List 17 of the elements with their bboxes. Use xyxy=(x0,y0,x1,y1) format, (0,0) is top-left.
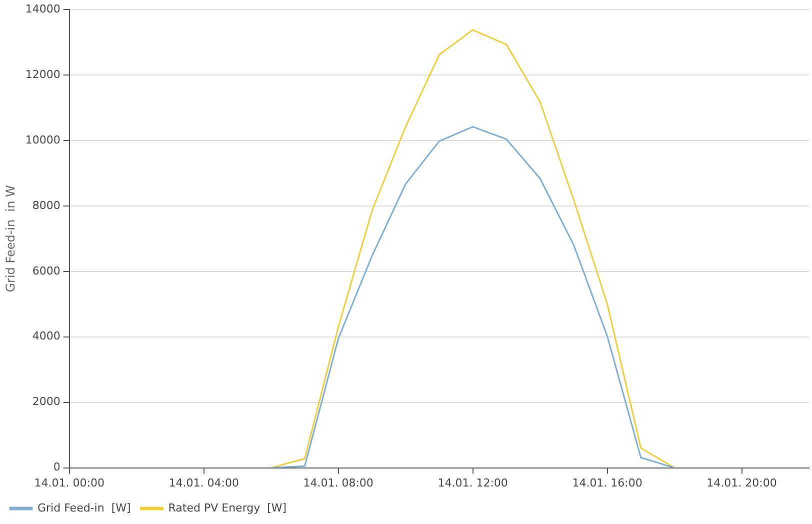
x-tick-label: 14.01. 12:00 xyxy=(438,476,508,490)
y-tick-label: 2000 xyxy=(32,395,60,408)
legend-label: Grid Feed-in [W] xyxy=(38,501,131,514)
y-tick-label: 12000 xyxy=(25,68,60,81)
y-tick-label: 4000 xyxy=(32,330,60,343)
x-tick-label: 14.01. 16:00 xyxy=(572,476,642,490)
x-tick-label: 14.01. 04:00 xyxy=(168,476,239,490)
y-tick-label: 0 xyxy=(53,460,60,474)
x-tick-label: 14.01. 00:00 xyxy=(34,476,104,490)
y-tick-label: 10000 xyxy=(25,133,60,146)
y-axis-title: Grid Feed-in in W xyxy=(3,185,18,292)
legend-label: Rated PV Energy [W] xyxy=(168,501,287,514)
x-tick-label: 14.01. 08:00 xyxy=(303,476,374,490)
y-tick-label: 6000 xyxy=(32,264,60,278)
y-tick-label: 14000 xyxy=(25,2,60,16)
x-tick-label: 14.01. 20:00 xyxy=(706,476,777,490)
y-tick-label: 8000 xyxy=(32,198,60,212)
